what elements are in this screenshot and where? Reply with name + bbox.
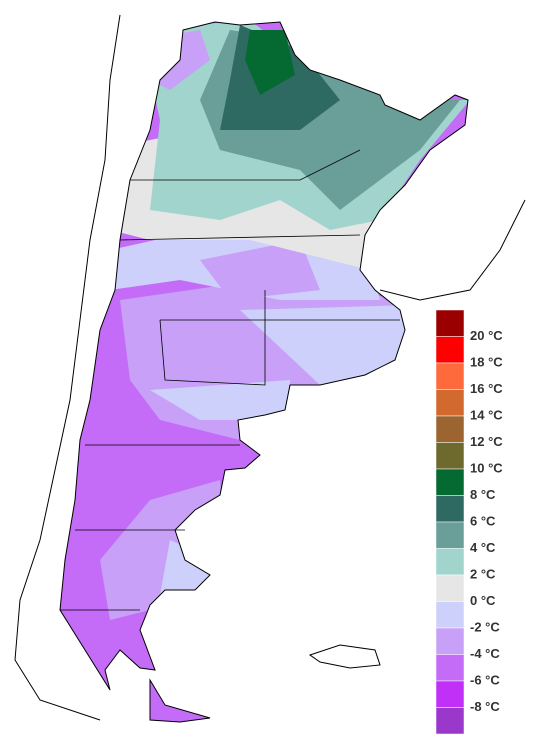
legend-swatch [435, 574, 465, 602]
legend-label: 8 °C [470, 487, 496, 502]
legend-label: 0 °C [470, 593, 496, 608]
legend-swatch [435, 362, 465, 390]
legend-label: -6 °C [470, 672, 500, 687]
country-outline [59, 21, 469, 723]
legend-label: 16 °C [470, 381, 503, 396]
province-borders [60, 149, 400, 611]
legend-label: 14 °C [470, 407, 503, 422]
legend: 20 °C 18 °C 16 °C 14 °C 12 °C 10 °C 8 °C 6 °C 4 … [435, 309, 503, 735]
legend-swatch [435, 468, 465, 496]
legend-label: 18 °C [470, 354, 503, 369]
legend-swatch [435, 680, 465, 708]
legend-swatch [435, 521, 465, 549]
islands [308, 644, 381, 669]
legend-label: 20 °C [470, 328, 503, 343]
legend-swatch [435, 627, 465, 655]
legend-label: -2 °C [470, 619, 500, 634]
legend-label: 6 °C [470, 513, 496, 528]
legend-label: 12 °C [470, 434, 503, 449]
legend-swatch [435, 654, 465, 682]
legend-label: 4 °C [470, 540, 496, 555]
legend-swatch [435, 707, 465, 735]
legend-swatch [435, 495, 465, 523]
legend-swatch [435, 601, 465, 629]
legend-swatch [435, 389, 465, 417]
legend-swatch [435, 442, 465, 470]
legend-swatch [435, 336, 465, 364]
coastline [14, 14, 121, 721]
legend-label: -4 °C [470, 646, 500, 661]
legend-label: 10 °C [470, 460, 503, 475]
legend-swatch [435, 548, 465, 576]
uruguay-border [379, 199, 526, 301]
legend-swatch [435, 415, 465, 443]
legend-label: -8 °C [470, 699, 500, 714]
legend-swatch [435, 309, 465, 337]
legend-label: 2 °C [470, 566, 496, 581]
